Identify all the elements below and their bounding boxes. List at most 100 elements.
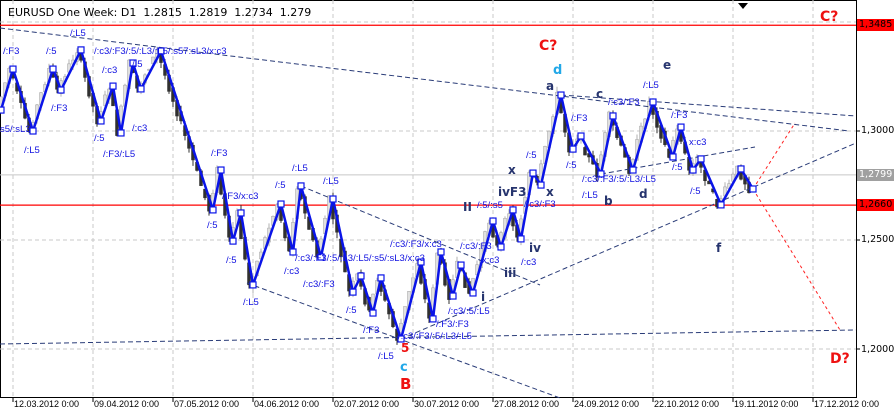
annotation-label: /:L5 <box>323 176 339 187</box>
wave-label: II <box>463 200 472 214</box>
zigzag-pivot <box>329 195 337 203</box>
zigzag-pivot <box>0 106 5 114</box>
zigzag-pivot <box>277 200 285 208</box>
zigzag-pivot <box>77 46 85 54</box>
zigzag-pivot <box>109 82 117 90</box>
annotation-label: /:L5 <box>243 297 259 308</box>
wave-label: f <box>716 241 722 255</box>
zigzag-pivot <box>457 261 465 269</box>
zigzag-pivot <box>129 59 137 67</box>
annotation-label: /:c3/:F3/:5/:L3/:L5 <box>582 174 656 185</box>
chart-title: EURUSD One Week: D1 1.2815 1.2819 1.2734… <box>8 6 312 19</box>
annotation-label: /:L5 <box>292 163 308 174</box>
level-marker-1-2660: 1,2660 <box>857 199 894 211</box>
zigzag-pivot <box>629 166 637 174</box>
wave-label-red: B <box>400 375 412 393</box>
wave-target-label: D? <box>830 351 850 367</box>
zigzag-pivot <box>209 206 217 214</box>
annotation-label: /:F3 <box>363 325 380 336</box>
wave-label: iv <box>529 241 541 255</box>
annotation-label: /:F3 <box>3 46 20 57</box>
horizontal-levels <box>0 24 856 206</box>
zigzag-pivot <box>597 170 605 178</box>
zigzag-pivot <box>437 248 445 256</box>
price-tick: 1,2500 <box>861 234 894 245</box>
wave-label: ivF3 <box>498 185 527 199</box>
date-tick: 19.11.2012 0:00 <box>734 399 799 409</box>
wave-label: i <box>481 290 486 304</box>
wave-label: b <box>604 194 613 208</box>
zigzag-pivot <box>429 315 437 323</box>
annotation-label: /:c3/:F3/:5/:L3/:L5/:s5/:sL3/x:c3 <box>295 253 425 264</box>
annotation-label: /:5 <box>690 186 701 197</box>
zigzag-pivot <box>677 123 685 131</box>
annotation-label: /:5/:s5 <box>477 200 503 211</box>
zigzag-pivot <box>749 185 757 193</box>
date-tick: 27.08.2012 0:00 <box>494 399 560 409</box>
zigzag-pivot <box>289 248 297 256</box>
zigzag-pivot <box>537 181 545 189</box>
level-marker-1-3485: 1,3485 <box>857 19 894 31</box>
trendlines <box>0 27 857 399</box>
annotation-label: /:5 <box>346 305 357 316</box>
annotation-label: /:5 <box>46 46 57 57</box>
zigzag-pivot <box>689 166 697 174</box>
zigzag-pivot <box>569 145 577 153</box>
annotation-label: /:c3 <box>132 123 148 134</box>
date-tick: 24.09.2012 0:00 <box>574 399 640 409</box>
zigzag <box>0 46 757 343</box>
zigzag-pivot <box>29 127 37 135</box>
annotation-label: /:c3/:5/:L5 <box>448 306 490 317</box>
trendline <box>0 329 857 345</box>
zigzag-pivot <box>397 335 405 343</box>
date-tick: 22.10.2012 0:00 <box>654 399 720 409</box>
zigzag-pivot <box>297 182 305 190</box>
wave-label: a <box>546 79 555 93</box>
annotation-label: /:c3/:F3 <box>608 97 640 108</box>
zigzag-pivot <box>697 155 705 163</box>
annotation-label: /:c3 <box>521 257 537 268</box>
candle-body <box>583 147 587 156</box>
zigzag-pivot <box>217 166 225 174</box>
projection-line <box>752 122 796 190</box>
zigzag-pivot <box>509 206 517 214</box>
zigzag-pivot <box>49 65 57 73</box>
annotation-label: x:c3 <box>482 255 500 266</box>
date-tick: 17.12.2012 0:00 <box>814 399 880 409</box>
annotation-label: /:F3 <box>211 148 228 159</box>
annotation-label: /:L5 <box>378 351 394 362</box>
trendline <box>0 27 850 132</box>
current-price-marker: 1,2799 <box>857 169 894 181</box>
date-tick: 02.07.2012 0:00 <box>334 399 400 409</box>
zigzag-pivot <box>557 91 565 99</box>
projection-line <box>752 188 841 331</box>
date-tick: 09.04.2012 0:00 <box>94 399 160 409</box>
wave-label: iii <box>504 266 517 280</box>
zigzag-pivot <box>249 281 257 289</box>
zigzag-pivot <box>737 165 745 173</box>
price-tick: 1,3000 <box>861 125 894 136</box>
plot-frame <box>0 0 857 398</box>
zigzag-pivot <box>449 292 457 300</box>
zigzag-pivot <box>469 289 477 297</box>
zigzag-pivot <box>577 132 585 140</box>
annotation-label: /:L5 <box>582 190 598 201</box>
zigzag-pivot <box>57 86 65 94</box>
zigzag-pivot <box>377 274 385 282</box>
zigzag-pivot <box>517 235 525 243</box>
zigzag-pivot <box>649 98 657 106</box>
annotation-label: /:5 <box>275 180 286 191</box>
chart-shift-marker-icon[interactable] <box>738 3 748 9</box>
annotation-label: /:5 <box>226 255 237 266</box>
zigzag-pivot <box>669 153 677 161</box>
annotation-label: /:c3/:F3 <box>524 199 556 210</box>
annotation-label: /:c3/:F3/x:c3 <box>390 239 442 250</box>
trendline <box>300 185 541 286</box>
annotation-label: /:L5 <box>24 145 40 156</box>
zigzag-pivot <box>237 209 245 217</box>
date-tick: 04.06.2012 0:00 <box>254 399 320 409</box>
zigzag-pivot <box>357 272 365 280</box>
zigzag-pivot <box>417 258 425 266</box>
annotation-label: /:5 <box>207 220 218 231</box>
